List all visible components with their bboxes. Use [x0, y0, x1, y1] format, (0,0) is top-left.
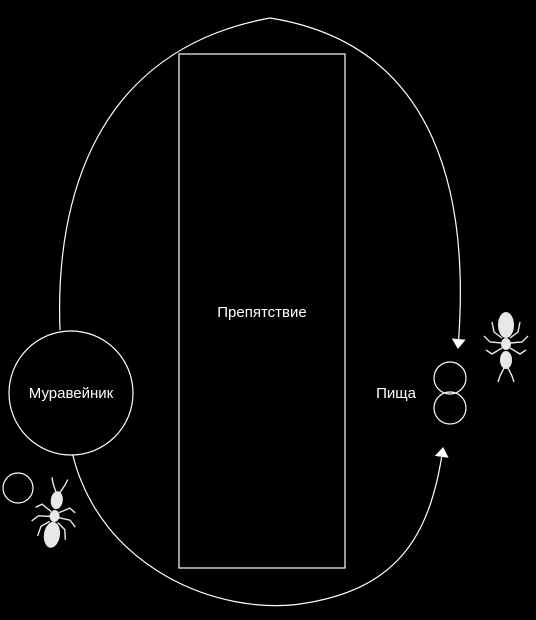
upper-path-arrow	[59, 17, 466, 349]
food-label: Пища	[376, 385, 417, 402]
ant-icon	[483, 311, 529, 383]
food-circle-top	[433, 361, 467, 395]
lower-path-arrow	[71, 447, 449, 607]
nest-circle	[8, 330, 134, 456]
circle-icon	[2, 472, 34, 504]
food-circle-bottom	[433, 391, 467, 425]
obstacle-label: Препятствие	[217, 304, 306, 321]
obstacle-rect	[178, 53, 346, 569]
nest-label: Муравейник	[29, 385, 114, 402]
ant-icon	[27, 474, 83, 552]
